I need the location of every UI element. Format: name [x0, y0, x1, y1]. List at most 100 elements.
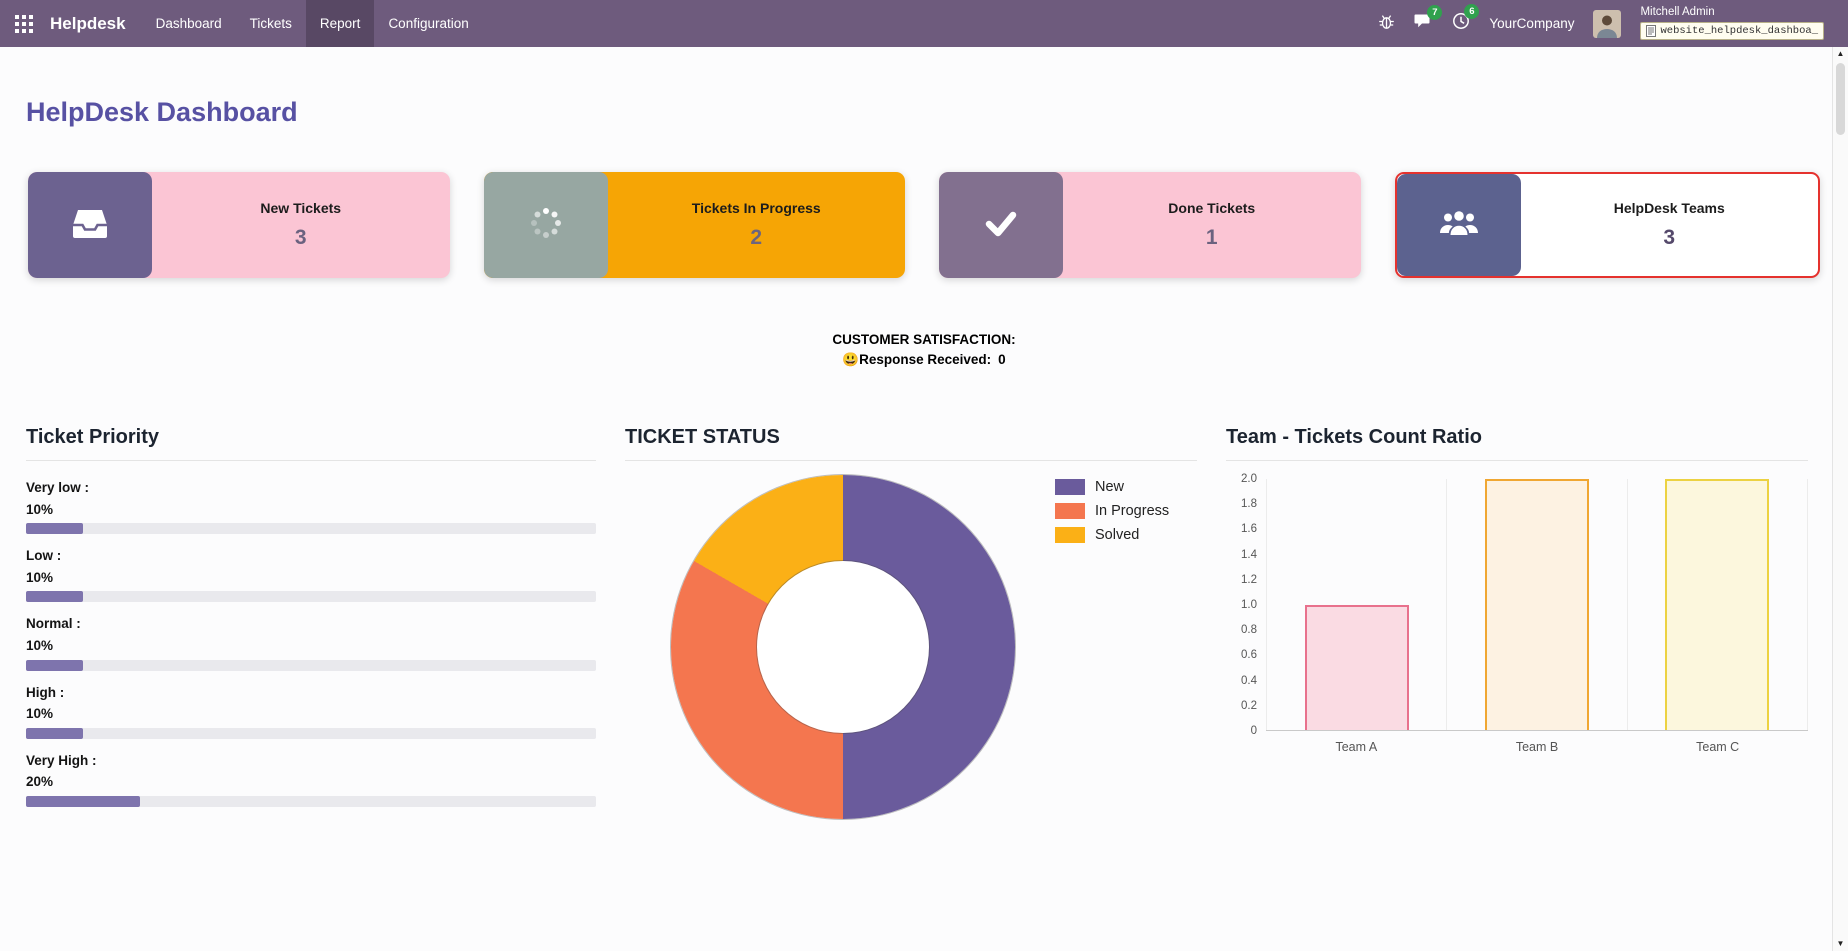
ticket-status-title: TICKET STATUS	[625, 426, 780, 448]
ticket-status-section: TICKET STATUS New In Progress Solved	[625, 426, 1197, 819]
team-y-tick: 0.4	[1241, 674, 1257, 687]
user-menu[interactable]: Mitchell Admin website_helpdesk_dashboa_	[1640, 7, 1824, 40]
priority-percent: 10%	[26, 501, 54, 517]
priority-bar-track	[26, 591, 596, 603]
priority-label: Low :	[26, 548, 62, 564]
kpi-label: HelpDesk Teams	[1613, 200, 1725, 216]
team-bar	[1665, 479, 1770, 730]
kpi-card-new-tickets[interactable]: New Tickets 3	[28, 172, 450, 278]
team-x-label: Team A	[1335, 740, 1378, 754]
company-switcher[interactable]: YourCompany	[1489, 16, 1575, 31]
priority-bar-fill	[26, 659, 83, 671]
team-bar	[1484, 479, 1589, 730]
nav-item-report[interactable]: Report	[305, 0, 375, 47]
priority-bar-fill	[26, 727, 83, 739]
legend-item[interactable]: In Progress	[1055, 503, 1169, 519]
kpi-value: 3	[294, 226, 307, 249]
team-y-tick: 0.2	[1241, 699, 1257, 712]
priority-percent: 10%	[26, 637, 54, 653]
section-divider	[1226, 460, 1808, 461]
team-y-tick: 1.2	[1241, 573, 1257, 586]
priority-percent: 20%	[26, 774, 54, 790]
legend-item[interactable]: Solved	[1055, 527, 1169, 543]
priority-bar-track	[26, 659, 596, 671]
scrollbar-thumb[interactable]	[1836, 63, 1845, 135]
priority-row: Normal : 10%	[26, 613, 596, 671]
kpi-card-done-tickets[interactable]: Done Tickets 1	[939, 172, 1361, 278]
debug-bug-button[interactable]	[1378, 13, 1395, 35]
priority-label: High :	[26, 684, 65, 700]
kpi-icon-block	[28, 172, 152, 278]
vertical-scrollbar[interactable]: ▲ ▼	[1832, 47, 1848, 951]
team-y-tick: 1.6	[1241, 523, 1257, 536]
nav-item-dashboard[interactable]: Dashboard	[155, 16, 222, 31]
inbox-icon	[72, 207, 108, 244]
legend-item[interactable]: New	[1055, 479, 1169, 495]
team-y-tick: 1.8	[1241, 498, 1257, 511]
activities-badge: 6	[1464, 4, 1480, 19]
priority-bar-track	[26, 727, 596, 739]
kpi-icon-block	[939, 172, 1063, 278]
kpi-value: 2	[750, 226, 763, 249]
satisfaction-response-label: 😃Response Received:	[842, 352, 992, 367]
spinner-icon	[529, 206, 563, 245]
kpi-icon-block	[483, 172, 608, 278]
priority-list: Very low : 10% Low : 10% Normal : 10% Hi…	[26, 477, 596, 807]
priority-row: Very low : 10%	[26, 477, 596, 535]
user-name[interactable]: Mitchell Admin	[1640, 6, 1715, 19]
legend-swatch	[1055, 527, 1085, 543]
kpi-label: Done Tickets	[1168, 200, 1256, 216]
satisfaction-title: CUSTOMER SATISFACTION:	[832, 332, 1016, 347]
priority-label: Very High :	[26, 752, 97, 768]
user-avatar[interactable]	[1593, 9, 1622, 38]
ticket-priority-section: Ticket Priority Very low : 10% Low : 10%…	[26, 426, 596, 818]
team-x-label: Team C	[1696, 740, 1740, 754]
kpi-label: New Tickets	[260, 200, 342, 216]
legend-swatch	[1055, 479, 1085, 495]
scroll-down-icon[interactable]: ▼	[1836, 939, 1845, 948]
legend-label: New	[1095, 479, 1125, 495]
satisfaction-response-value: 0	[998, 352, 1006, 367]
ticket-status-legend: New In Progress Solved	[1055, 479, 1169, 819]
team-y-tick: 2.0	[1241, 473, 1257, 485]
debug-breadcrumb-box: website_helpdesk_dashboa_	[1640, 21, 1824, 40]
apps-menu-button[interactable]	[0, 0, 48, 47]
priority-row: High : 10%	[26, 682, 596, 739]
messages-button[interactable]: 7	[1414, 4, 1443, 35]
team-bar-chart: 2.0 1.8 1.6 1.4 1.2 1.0 0.8 0.6 0.4 0.2 0	[1226, 473, 1808, 737]
top-navbar: Helpdesk Dashboard Tickets Report Config…	[0, 0, 1848, 47]
team-y-tick: 0.6	[1241, 649, 1257, 662]
kpi-card-tickets-in-progress[interactable]: Tickets In Progress 2	[483, 172, 905, 278]
kpi-icon-block	[1396, 174, 1521, 276]
kpi-card-helpdesk-teams[interactable]: HelpDesk Teams 3	[1394, 172, 1820, 278]
team-x-axis: Team A Team B Team C	[1266, 740, 1808, 754]
team-tickets-title: Team - Tickets Count Ratio	[1226, 426, 1482, 448]
bug-icon	[1378, 13, 1395, 35]
activity-clock-icon	[1452, 12, 1470, 35]
kpi-label: Tickets In Progress	[691, 200, 821, 216]
activities-button[interactable]: 6	[1452, 4, 1480, 35]
priority-label: Normal :	[26, 616, 81, 632]
apps-grid-icon	[15, 14, 33, 33]
team-icon	[1438, 208, 1480, 243]
section-divider	[625, 460, 1197, 461]
priority-row: Low : 10%	[26, 545, 596, 603]
scroll-up-icon[interactable]: ▲	[1836, 49, 1845, 58]
ticket-priority-title: Ticket Priority	[26, 426, 160, 448]
kpi-cards-row: New Tickets 3	[0, 172, 1848, 278]
team-y-axis: 2.0 1.8 1.6 1.4 1.2 1.0 0.8 0.6 0.4 0.2 0	[1226, 473, 1266, 737]
page-icon	[1646, 24, 1657, 37]
section-divider	[26, 460, 596, 461]
page-title: HelpDesk Dashboard	[26, 97, 298, 127]
team-y-tick: 1.4	[1241, 548, 1257, 561]
priority-bar-fill	[26, 591, 83, 603]
nav-item-configuration[interactable]: Configuration	[388, 16, 469, 31]
priority-label: Very low :	[26, 480, 90, 495]
priority-percent: 10%	[26, 706, 54, 722]
priority-row: Very High : 20%	[26, 750, 596, 807]
debug-breadcrumb-text: website_helpdesk_dashboa_	[1660, 24, 1818, 37]
app-brand[interactable]: Helpdesk	[50, 13, 126, 33]
legend-label: In Progress	[1095, 503, 1170, 519]
team-plot-area	[1266, 479, 1808, 731]
nav-item-tickets[interactable]: Tickets	[249, 16, 292, 31]
